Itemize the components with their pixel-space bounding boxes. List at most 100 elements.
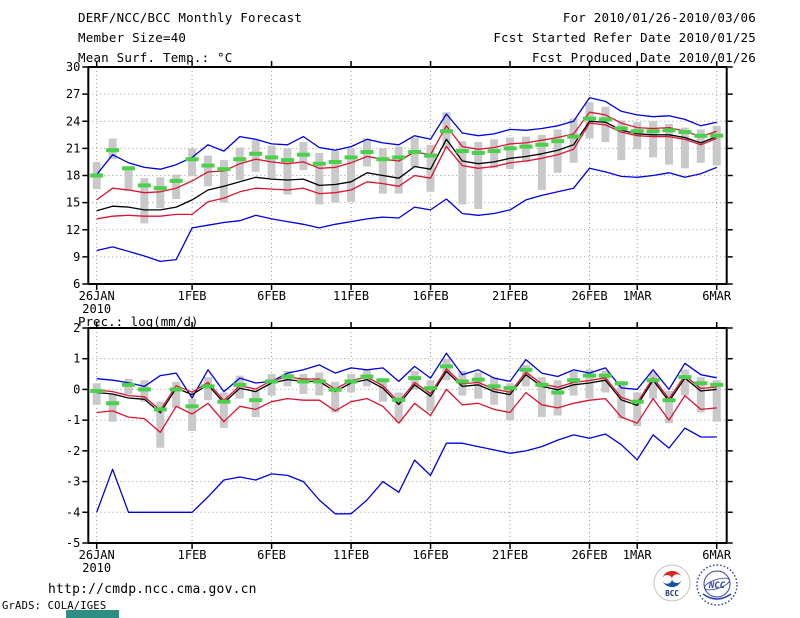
ncc-logo: NCC bbox=[696, 564, 738, 606]
obs-dash bbox=[280, 374, 294, 379]
y-tick-label: 1 bbox=[73, 352, 80, 366]
y-tick-label: 18 bbox=[66, 169, 80, 183]
x-tick-label: 11FEB bbox=[333, 289, 369, 303]
x-tick-label: 26JAN bbox=[79, 548, 115, 562]
ncc-logo-label: NCC bbox=[708, 581, 726, 591]
obs-dash bbox=[598, 117, 612, 122]
obs-dash bbox=[614, 126, 628, 131]
spread-bar bbox=[617, 384, 626, 419]
spread-bar bbox=[553, 129, 562, 173]
spread-bar bbox=[712, 380, 721, 422]
temp-chart-title: Mean Surf. Temp.: °C bbox=[78, 50, 233, 65]
obs-dash bbox=[424, 153, 438, 158]
obs-dash bbox=[280, 158, 294, 163]
y-tick-label: -3 bbox=[66, 475, 80, 489]
x-year-label: 2010 bbox=[82, 302, 111, 316]
spread-bar bbox=[156, 177, 165, 209]
spread-bar bbox=[172, 381, 181, 408]
ncc-inner-ring bbox=[703, 570, 731, 598]
obs-dash bbox=[344, 155, 358, 160]
spread-bar bbox=[156, 401, 165, 448]
x-tick-label: 1FEB bbox=[178, 548, 207, 562]
spread-bar bbox=[410, 371, 419, 390]
spread-bar bbox=[665, 123, 674, 165]
spread-bar bbox=[474, 142, 483, 209]
y-tick-label: 30 bbox=[66, 60, 80, 74]
bcc-swirl-blue bbox=[662, 579, 682, 588]
bcc-swirl-red bbox=[662, 570, 682, 579]
spread-bar bbox=[299, 374, 308, 395]
spread-bar bbox=[219, 392, 228, 428]
obs-dash bbox=[296, 379, 310, 384]
series-line-lower-red bbox=[96, 122, 717, 220]
spread-bar bbox=[601, 371, 610, 393]
obs-dash bbox=[233, 157, 247, 162]
obs-dash bbox=[344, 379, 358, 384]
series-line-upper-red bbox=[96, 111, 717, 201]
obs-dash bbox=[710, 133, 724, 138]
series-line-middle-black bbox=[96, 120, 717, 212]
obs-dash bbox=[185, 404, 199, 409]
obs-dash bbox=[646, 378, 660, 383]
y-tick-label: 27 bbox=[66, 87, 80, 101]
bcc-logo: BCC bbox=[653, 564, 691, 602]
obs-dash bbox=[392, 155, 406, 160]
series-line-upper-blue-max bbox=[96, 352, 717, 399]
obs-dash bbox=[630, 129, 644, 134]
spread-bar bbox=[347, 148, 356, 202]
spread-bar bbox=[633, 392, 642, 427]
obs-dash bbox=[583, 116, 597, 121]
x-tick-label: 21FEB bbox=[492, 548, 528, 562]
obs-dash bbox=[376, 378, 390, 383]
x-tick-label: 6MAR bbox=[702, 289, 732, 303]
spread-bar bbox=[188, 398, 197, 431]
x-tick-label: 6FEB bbox=[257, 289, 286, 303]
x-tick-label: 1MAR bbox=[623, 548, 653, 562]
spread-bar bbox=[712, 125, 721, 166]
forecast-range-label: For 2010/01/26-2010/03/06 bbox=[562, 10, 756, 25]
spread-bar bbox=[680, 369, 689, 396]
obs-dash bbox=[392, 397, 406, 402]
spread-bar bbox=[378, 148, 387, 194]
spread-bar bbox=[172, 174, 181, 200]
obs-dash bbox=[249, 151, 263, 156]
obs-dash bbox=[265, 155, 279, 160]
series-line-middle-black bbox=[96, 370, 717, 414]
obs-dash bbox=[694, 133, 708, 138]
spread-bar bbox=[537, 134, 546, 190]
obs-dash bbox=[153, 186, 167, 191]
chart-frame bbox=[87, 327, 728, 544]
series-line-lower-blue-min bbox=[96, 166, 717, 263]
spread-bar bbox=[235, 375, 244, 399]
obs-dash bbox=[694, 381, 708, 386]
y-tick-label: 2 bbox=[73, 321, 80, 335]
obs-dash bbox=[535, 142, 549, 147]
spread-bar bbox=[490, 139, 499, 169]
x-tick-label: 26FEB bbox=[571, 289, 607, 303]
spread-bar bbox=[506, 383, 515, 421]
obs-dash bbox=[678, 130, 692, 135]
obs-dash bbox=[710, 382, 724, 387]
spread-bar bbox=[108, 394, 117, 422]
obs-dash bbox=[296, 152, 310, 157]
grads-stamp: GrADS: COLA/IGES bbox=[2, 600, 107, 612]
obs-dash bbox=[439, 364, 453, 369]
spread-bar bbox=[394, 146, 403, 194]
spread-bar bbox=[665, 390, 674, 424]
x-tick-label: 26JAN bbox=[79, 289, 115, 303]
chart-frame bbox=[87, 66, 728, 285]
spread-bar bbox=[124, 167, 133, 191]
y-tick-label: -1 bbox=[66, 413, 80, 427]
spread-bar bbox=[680, 127, 689, 169]
obs-dash bbox=[503, 386, 517, 391]
obs-dash bbox=[439, 129, 453, 134]
x-tick-label: 6MAR bbox=[702, 548, 732, 562]
spread-bar bbox=[585, 369, 594, 399]
spread-bar bbox=[188, 148, 197, 177]
obs-dash bbox=[503, 146, 517, 151]
obs-dash bbox=[201, 384, 215, 389]
obs-dash bbox=[535, 382, 549, 387]
member-size-label: Member Size=40 bbox=[78, 30, 187, 45]
y-tick-label: 15 bbox=[66, 196, 80, 210]
